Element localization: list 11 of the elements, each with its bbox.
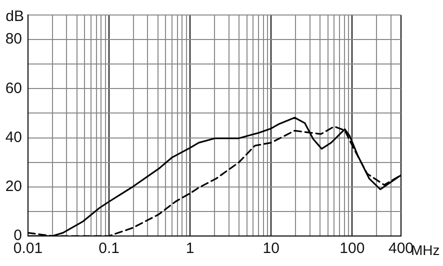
x-tick-label: 10	[262, 240, 280, 258]
y-tick-label: 40	[5, 128, 22, 146]
x-tick-label: 1	[186, 240, 194, 258]
y-tick-label: 80	[5, 30, 22, 48]
y-tick-label: 60	[5, 80, 22, 97]
x-tick-label: 100	[340, 240, 365, 258]
y-axis-title: dB	[6, 8, 24, 26]
x-axis-title: MHz	[411, 242, 440, 258]
y-tick-label: 20	[5, 178, 22, 196]
x-tick-label: 0.1	[98, 240, 120, 258]
x-tick-label: 0.01	[13, 240, 43, 258]
